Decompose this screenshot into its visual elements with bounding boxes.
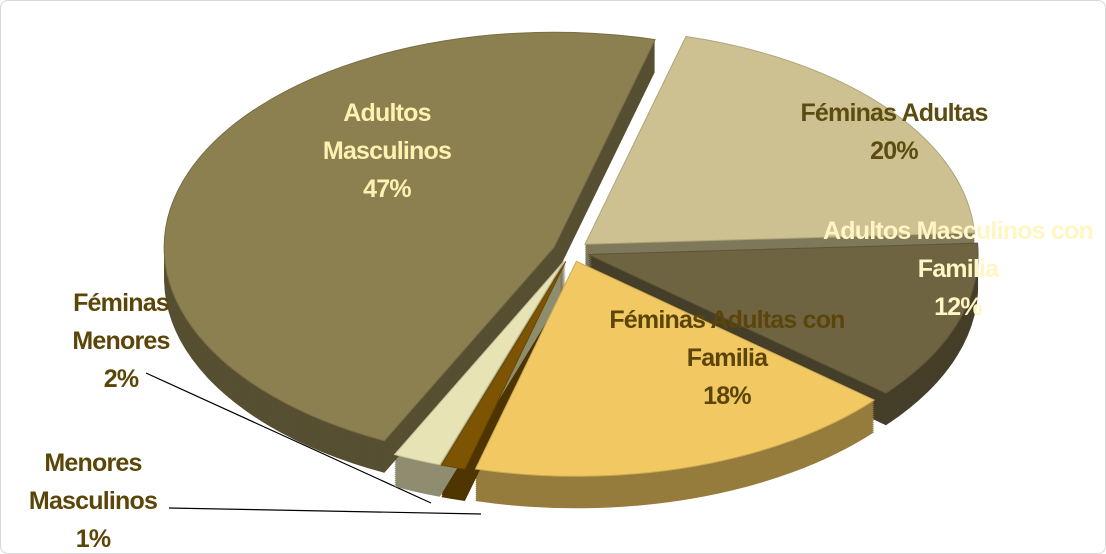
percent-label: 18% xyxy=(703,382,751,410)
slice-label: Menores Masculinos 1% xyxy=(13,444,173,553)
slice xyxy=(474,260,876,477)
category-name: Adultos Masculinos xyxy=(322,99,452,165)
category-name: Féminas Adultas con Familia xyxy=(609,306,845,372)
leader-line xyxy=(145,372,432,504)
category-name: Féminas Adultas xyxy=(800,99,988,127)
slice-label: Adultos Masculinos 47% xyxy=(307,94,467,208)
slice xyxy=(440,261,567,470)
slice-label: Féminas Menores 2% xyxy=(54,284,189,398)
slice xyxy=(587,242,979,394)
slice-label: Féminas Adultas con Familia 18% xyxy=(602,301,852,415)
percent-label: 47% xyxy=(363,175,411,203)
slice xyxy=(393,260,565,466)
category-name: Adultos Masculinos con Familia xyxy=(823,217,1094,283)
category-name: Féminas Menores xyxy=(72,289,170,355)
category-name: Menores Masculinos xyxy=(28,449,158,515)
percent-label: 20% xyxy=(870,137,918,165)
percent-label: 1% xyxy=(75,525,111,553)
slice xyxy=(163,31,656,442)
slice-tops xyxy=(163,31,979,477)
percent-label: 2% xyxy=(103,365,139,393)
percent-label: 12% xyxy=(934,293,982,321)
leader-line xyxy=(168,507,482,515)
slice xyxy=(584,35,976,245)
slice-label: Féminas Adultas 20% xyxy=(759,94,1029,170)
slice-label: Adultos Masculinos con Familia 12% xyxy=(813,212,1103,326)
